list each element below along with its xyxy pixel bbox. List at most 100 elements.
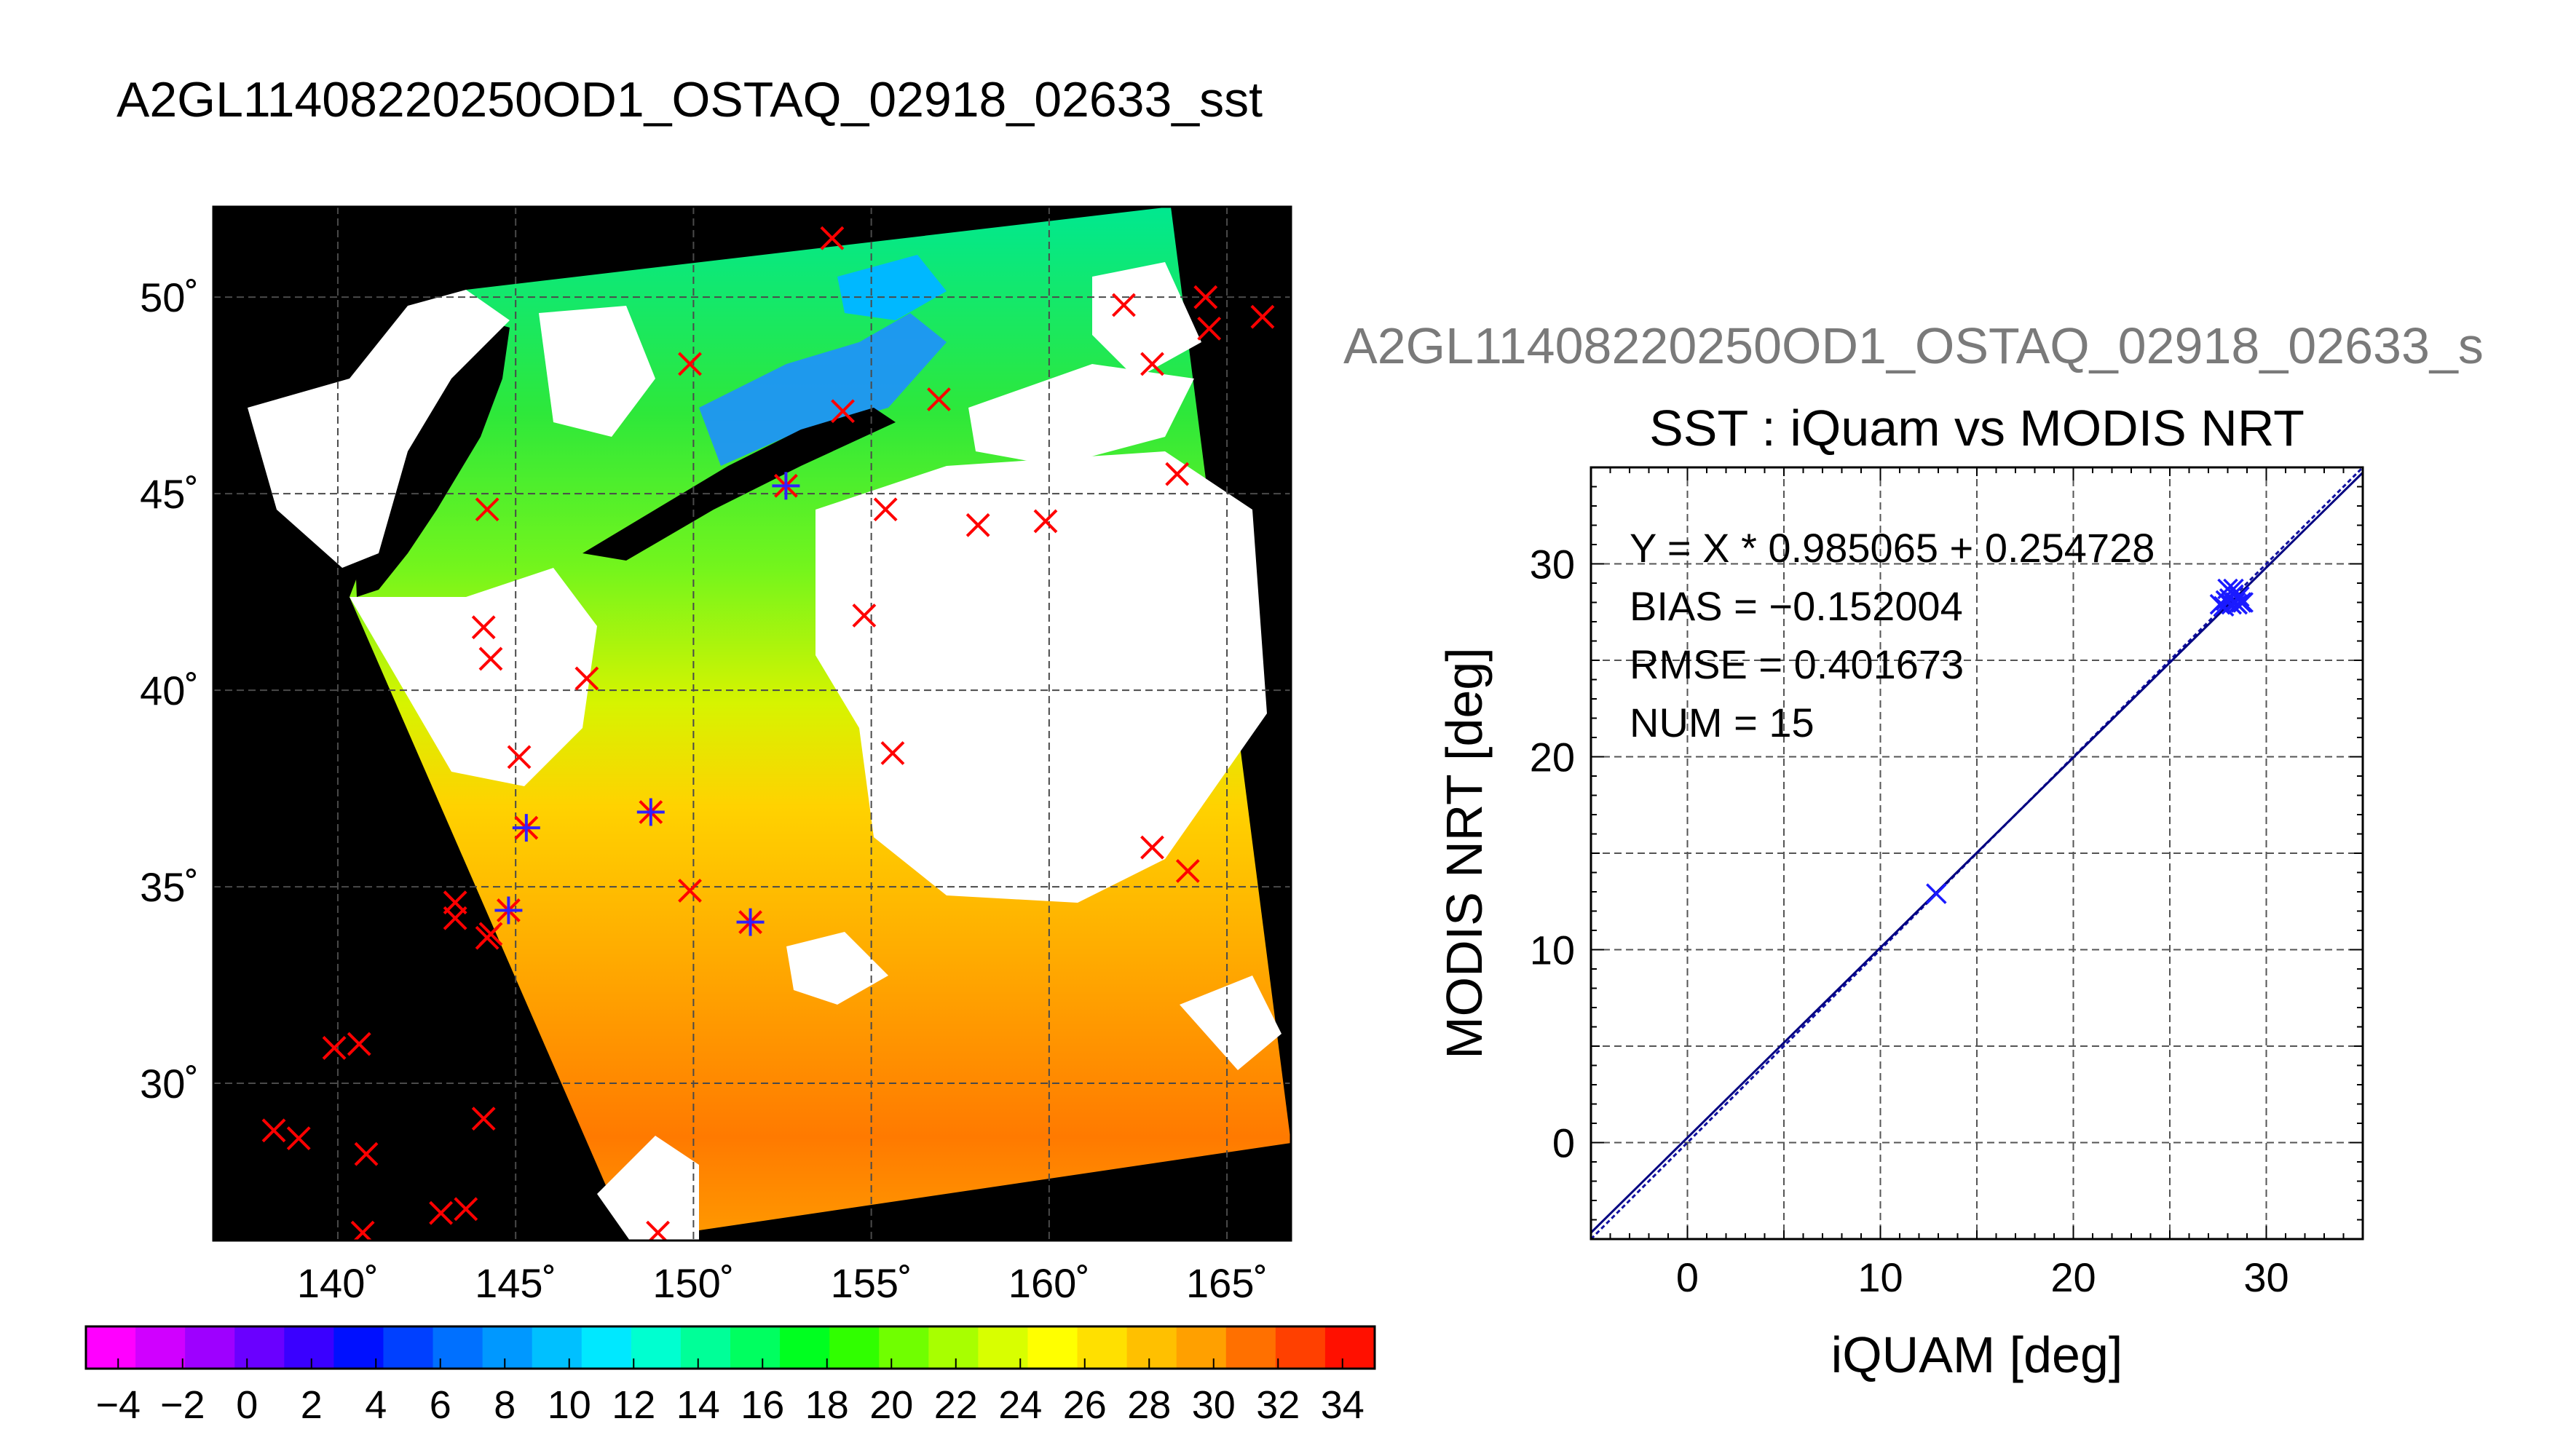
colorbar-tick-label: 4 xyxy=(365,1383,387,1427)
map-xtick-label: 145˚ xyxy=(475,1260,556,1306)
colorbar-tick-label: 10 xyxy=(548,1383,591,1427)
colorbar-tick-label: 0 xyxy=(236,1383,258,1427)
map-marker-x xyxy=(286,1126,311,1151)
colorbar-swatch xyxy=(135,1326,186,1369)
colorbar-tick-label: 24 xyxy=(998,1383,1042,1427)
scatter-annotations: Y = X * 0.985065 + 0.254728 BIAS = −0.152… xyxy=(1630,525,2155,745)
map-marker-x xyxy=(927,387,951,411)
colorbar-tick-label: 16 xyxy=(741,1383,784,1427)
scatter-xlabel: iQUAM [deg] xyxy=(1831,1326,2123,1383)
map-marker-star xyxy=(494,896,523,925)
map-marker-x xyxy=(478,922,503,946)
map-marker-x xyxy=(1140,352,1164,376)
colorbar-tick-label: 14 xyxy=(676,1383,720,1427)
colorbar-ticks: −4 −2 0 2 4 6 8 10 12 14 16 18 20 22 24 26 28 30 32 34 xyxy=(95,1358,1365,1427)
scatter-ytick-label: 10 xyxy=(1530,927,1575,973)
map-marker-x xyxy=(1165,462,1190,486)
map-marker-x xyxy=(443,906,467,930)
map-marker-x xyxy=(507,745,532,769)
map-marker-x xyxy=(678,352,702,376)
colorbar-tick-label: 12 xyxy=(612,1383,655,1427)
map-ytick-label: 45˚ xyxy=(140,471,199,517)
map-ytick-label: 35˚ xyxy=(140,864,199,910)
scatter-xtick-label: 10 xyxy=(1857,1254,1903,1300)
sst-map: 140˚ 145˚ 150˚ 155˚ 160˚ 165˚ 30˚ 35˚ 40˚ 45˚ 50˚ xyxy=(140,205,1292,1306)
map-marker-x xyxy=(1140,835,1164,860)
scatter-xtick-label: 0 xyxy=(1676,1254,1699,1300)
scatter-figure-title: A2GL11408220250OD1_OSTAQ_02918_02633_s xyxy=(1343,317,2484,374)
cold-water-patch xyxy=(699,313,947,466)
figure-title: A2GL11408220250OD1_OSTAQ_02918_02633_sst xyxy=(117,72,1263,127)
colorbar-tick-label: 8 xyxy=(494,1383,516,1427)
map-marker-star xyxy=(736,908,765,936)
colorbar-swatch xyxy=(1225,1326,1276,1369)
map-marker-x xyxy=(478,646,503,671)
colorbar-swatch xyxy=(86,1326,136,1369)
land-cloud-patch xyxy=(248,290,510,568)
scatter-ytick-label: 30 xyxy=(1530,542,1575,587)
colorbar-swatch xyxy=(234,1326,285,1369)
scatter-xtick-label: 30 xyxy=(2243,1254,2289,1300)
scatter-grid xyxy=(1591,467,2363,1239)
map-frame xyxy=(212,205,1292,1242)
scatter-ytick-label: 0 xyxy=(1552,1120,1575,1166)
map-marker-x xyxy=(574,666,599,691)
cold-water-patch-north xyxy=(837,255,947,320)
map-grid xyxy=(213,207,1291,1241)
scatter-ytick-label: 20 xyxy=(1530,735,1575,780)
scatter-point xyxy=(2232,592,2254,613)
map-marker-x xyxy=(261,1118,286,1143)
colorbar-swatch xyxy=(383,1326,434,1369)
regression-line xyxy=(1591,472,2363,1234)
map-marker-x xyxy=(471,1107,496,1131)
map-markers xyxy=(261,226,1275,1241)
map-xtick-label: 140˚ xyxy=(297,1260,379,1306)
scatter-annotation: NUM = 15 xyxy=(1630,700,1814,745)
cloud-mask xyxy=(350,262,1282,1241)
scatter-point xyxy=(2227,587,2248,609)
colorbar-frame xyxy=(84,1325,1376,1370)
map-marker-x xyxy=(1175,859,1200,883)
scatter-point xyxy=(2213,596,2235,617)
scatter-title: SST : iQuam vs MODIS NRT xyxy=(1649,400,2305,456)
colorbar-tick-label: 28 xyxy=(1127,1383,1171,1427)
colorbar-swatch xyxy=(284,1326,334,1369)
colorbar-tick-label: 2 xyxy=(301,1383,323,1427)
map-marker-x xyxy=(471,615,496,640)
colorbar-swatch xyxy=(1027,1326,1078,1369)
map-xtick-label: 165˚ xyxy=(1186,1260,1268,1306)
colorbar-tick-label: 20 xyxy=(869,1383,913,1427)
map-xtick-label: 160˚ xyxy=(1008,1260,1090,1306)
colorbar-tick-label: −4 xyxy=(95,1383,141,1427)
map-marker-x xyxy=(454,1197,478,1222)
scatter-ylabel: MODIS NRT [deg] xyxy=(1436,647,1493,1059)
map-marker-x xyxy=(1112,293,1136,317)
map-marker-star xyxy=(512,814,540,842)
map-marker-x xyxy=(831,399,855,424)
scatter-annotation: Y = X * 0.985065 + 0.254728 xyxy=(1630,525,2155,571)
colorbar-swatch xyxy=(532,1326,583,1369)
map-marker-star xyxy=(772,472,800,500)
map-marker-x xyxy=(1033,509,1058,534)
scatter-xtick-label: 20 xyxy=(2050,1254,2096,1300)
colorbar-swatch xyxy=(928,1326,979,1369)
colorbar-swatch xyxy=(433,1326,483,1369)
map-marker-x xyxy=(354,1142,379,1166)
scatter-lines xyxy=(1591,467,2363,1239)
colorbar-swatch xyxy=(730,1326,781,1369)
scatter-plot: SST : iQuam vs MODIS NRT 0 10 20 300102030 … xyxy=(1436,400,2364,1383)
scatter-annotation: BIAS = −0.152004 xyxy=(1630,583,1963,629)
colorbar-tick-label: 26 xyxy=(1063,1383,1107,1427)
map-marker-x xyxy=(965,513,990,537)
colorbar-swatch xyxy=(581,1326,632,1369)
colorbar-swatch xyxy=(780,1326,830,1369)
map-marker-x xyxy=(1250,304,1275,329)
colorbar-swatch xyxy=(1275,1326,1326,1369)
map-marker-x xyxy=(347,1032,371,1056)
colorbar-swatch xyxy=(829,1326,880,1369)
map-marker-x xyxy=(820,226,845,250)
map-marker-x xyxy=(852,604,877,628)
map-ytick-label: 50˚ xyxy=(140,274,199,320)
map-marker-x xyxy=(880,741,905,765)
